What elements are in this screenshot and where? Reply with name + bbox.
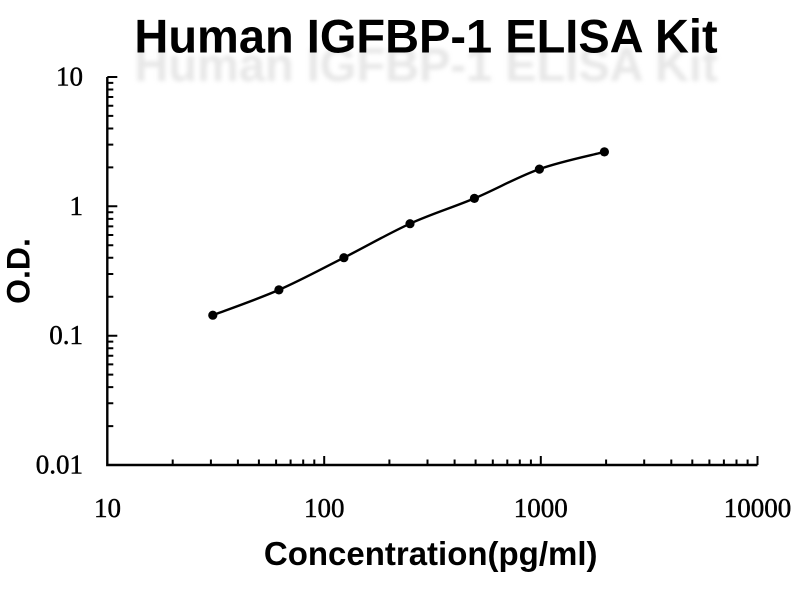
svg-text:0.01: 0.01: [36, 450, 83, 480]
svg-text:10: 10: [94, 493, 121, 523]
svg-text:100: 100: [304, 493, 345, 523]
svg-text:Human IGFBP-1 ELISA Kit: Human IGFBP-1 ELISA Kit: [134, 10, 718, 63]
svg-text:10000: 10000: [724, 493, 792, 523]
svg-text:0.1: 0.1: [49, 320, 83, 350]
svg-text:10: 10: [56, 62, 83, 92]
svg-text:Human IGFBP-1 ELISA Kit: Human IGFBP-1 ELISA Kit: [134, 38, 718, 91]
svg-text:1: 1: [70, 191, 84, 221]
svg-text:Concentration(pg/ml): Concentration(pg/ml): [264, 535, 598, 572]
svg-text:O.D.: O.D.: [1, 238, 37, 304]
svg-text:1000: 1000: [514, 493, 568, 523]
